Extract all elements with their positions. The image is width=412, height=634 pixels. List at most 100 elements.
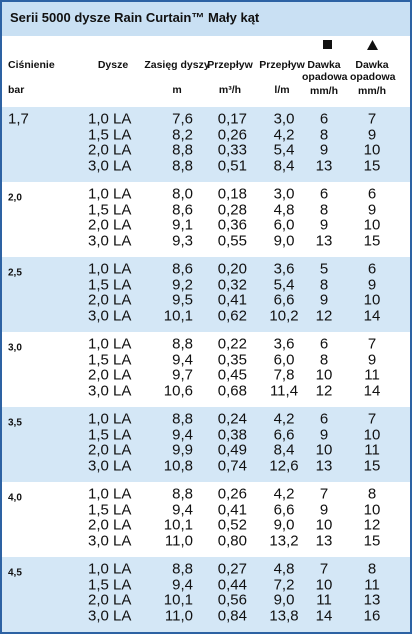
column-header: Dysze (97, 59, 129, 71)
cell: 6 (367, 185, 377, 203)
pressure: 2,5 (8, 267, 22, 279)
cell: 1,5 LA (88, 351, 132, 368)
cell: 0,52 (217, 516, 247, 534)
column-unit: m³/h (218, 84, 242, 96)
cell: 0,45 (217, 366, 247, 384)
pressure: 3,5 (8, 417, 22, 429)
cell: 13,8 (269, 607, 299, 624)
cell: 8,4 (273, 157, 295, 174)
cell: 9,1 (172, 216, 193, 234)
cell: 0,18 (217, 185, 247, 203)
cell: 7,8 (273, 366, 295, 384)
cell: 14 (315, 607, 333, 624)
cell: 9 (319, 501, 329, 518)
cell: 9,4 (172, 426, 193, 443)
cell: 9,4 (172, 351, 193, 368)
column-header: Przepływ (207, 59, 253, 71)
cell: 1,5 LA (88, 501, 132, 518)
cell: 9,7 (172, 366, 193, 384)
cell: 0,32 (217, 276, 247, 293)
cell: 0,33 (217, 141, 247, 159)
cell: 8,6 (172, 260, 193, 278)
cell: 11 (364, 576, 380, 593)
pressure-group: 2,5 1,0 LA 8,6 0,20 3,6 5 6 1,5 LA 9,2 0,32 5,4 8 9 2… (2, 257, 410, 332)
cell: 1,0 LA (88, 110, 132, 128)
column-header: Ciśnienie (8, 59, 55, 71)
cell: 9,4 (172, 576, 193, 593)
cell: 13 (315, 232, 333, 249)
cell: 2,0 LA (88, 216, 132, 234)
cell: 0,55 (217, 232, 247, 249)
cell: 4,2 (273, 485, 295, 503)
cell: 15 (363, 232, 381, 249)
cell: 0,80 (217, 532, 247, 549)
cell: 9,4 (172, 501, 193, 518)
pressure: 1,7 (8, 110, 29, 128)
cell: 7 (367, 410, 377, 428)
cell: 8,2 (172, 126, 193, 143)
cell: 0,74 (217, 457, 247, 474)
cell: 2,0 LA (88, 591, 132, 609)
cell: 6,6 (273, 291, 295, 309)
cell: 8,8 (172, 141, 193, 159)
cell: 9,5 (172, 291, 193, 309)
cell: 4,8 (273, 560, 295, 578)
cell: 0,20 (217, 260, 247, 278)
cell: 6 (319, 410, 329, 428)
pressure: 2,0 (8, 192, 22, 204)
cell: 9 (319, 216, 329, 234)
cell: 8 (319, 276, 329, 293)
cell: 10 (363, 216, 381, 234)
cell: 13 (363, 591, 381, 609)
cell: 12 (315, 382, 333, 399)
cell: 9,0 (273, 591, 295, 609)
column-unit: m (172, 84, 182, 96)
cell: 0,36 (217, 216, 247, 234)
cell: 9,0 (273, 232, 295, 249)
pressure-group: 3,5 1,0 LA 8,8 0,24 4,2 6 7 1,5 LA 9,4 0,38 6,6 9 10… (2, 407, 410, 482)
cell: 10 (315, 441, 333, 459)
cell: 1,0 LA (88, 560, 132, 578)
cell: 0,22 (217, 335, 247, 353)
cell: 8,4 (273, 441, 295, 459)
pressure-group: 4,5 1,0 LA 8,8 0,27 4,8 7 8 1,5 LA 9,4 0,44 7,2 10 1… (2, 557, 410, 632)
cell: 10,1 (163, 591, 193, 609)
cell: 1,5 LA (88, 426, 132, 443)
cell: 6,6 (273, 501, 295, 518)
cell: 11,0 (164, 607, 193, 624)
cell: 3,0 LA (88, 232, 132, 249)
cell: 8 (319, 201, 329, 218)
cell: 8,0 (172, 185, 193, 203)
cell: 3,0 LA (88, 307, 132, 324)
cell: 7 (319, 485, 329, 503)
cell: 11,4 (269, 382, 299, 399)
cell: 10,8 (163, 457, 193, 474)
column-header: Dawka opadowa (302, 59, 348, 83)
cell: 10,1 (163, 516, 193, 534)
cell: 2,0 LA (88, 516, 132, 534)
cell: 0,26 (217, 485, 247, 503)
cell: 0,27 (217, 560, 247, 578)
cell: 8,6 (172, 201, 193, 218)
cell: 9,2 (172, 276, 193, 293)
cell: 8,8 (172, 410, 193, 428)
cell: 16 (363, 607, 381, 624)
cell: 9,3 (172, 232, 193, 249)
cell: 1,5 LA (88, 126, 132, 143)
cell: 0,26 (217, 126, 247, 143)
cell: 5,4 (273, 141, 295, 159)
cell: 1,0 LA (88, 260, 132, 278)
cell: 9 (367, 351, 377, 368)
pressure-group: 3,0 1,0 LA 8,8 0,22 3,6 6 7 1,5 LA 9,4 0,35 6,0 8 9 2… (2, 332, 410, 407)
table-title: Serii 5000 dysze Rain Curtain™ Mały kąt (2, 2, 410, 36)
cell: 9 (319, 291, 329, 309)
cell: 4,2 (273, 410, 295, 428)
cell: 0,49 (217, 441, 247, 459)
cell: 15 (363, 157, 381, 174)
cell: 10 (363, 426, 381, 443)
cell: 0,38 (217, 426, 247, 443)
cell: 9,9 (172, 441, 193, 459)
cell: 0,24 (217, 410, 247, 428)
column-header: Dawka opadowa (350, 59, 396, 83)
cell: 10,6 (163, 382, 193, 399)
